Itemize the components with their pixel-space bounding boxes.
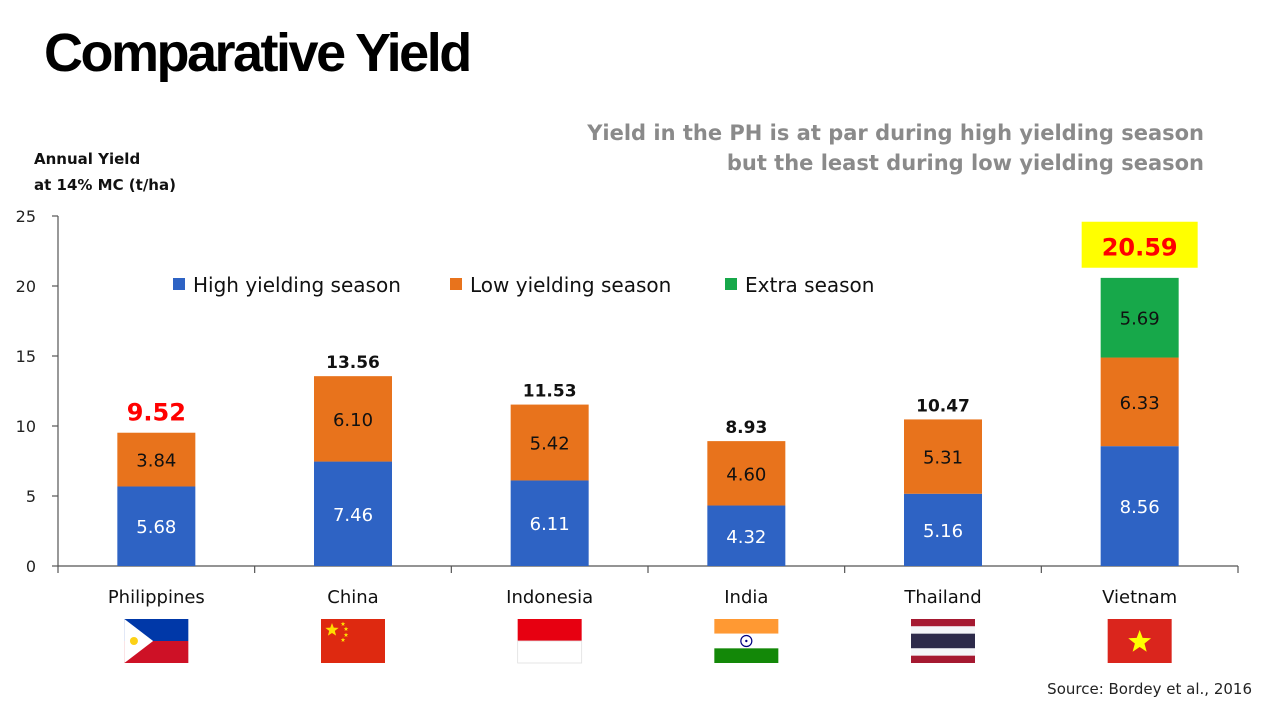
bar-india-high (707, 505, 786, 566)
category-label: Vietnam (1102, 587, 1177, 608)
bar-total-label: 13.56 (326, 353, 380, 373)
category-label: Philippines (108, 587, 205, 608)
bar-value-label: 6.11 (530, 514, 570, 535)
legend-label-low: Low yielding season (470, 273, 671, 297)
y-axis-label-line-2: at 14% MC (t/ha) (34, 176, 176, 194)
bar-thailand-low (904, 419, 982, 494)
category-label: China (327, 587, 378, 608)
y-tick-label: 5 (26, 487, 36, 506)
y-axis-label: Annual Yield at 14% MC (t/ha) (34, 146, 176, 198)
legend-swatch-extra (725, 278, 737, 290)
bar-value-label: 3.84 (136, 451, 176, 472)
category-label: India (724, 587, 768, 608)
y-tick-label: 10 (16, 417, 36, 436)
category-label: Indonesia (506, 587, 593, 608)
y-tick-label: 15 (16, 347, 36, 366)
bar-value-label: 5.68 (136, 517, 176, 538)
total-highlight-box (1081, 221, 1198, 268)
bar-china-high (314, 461, 392, 566)
bar-value-label: 5.69 (1120, 309, 1160, 330)
y-axis-label-line-1: Annual Yield (34, 150, 141, 168)
bar-total-label: 9.52 (127, 399, 186, 427)
bar-vietnam-extra (1100, 277, 1179, 358)
category-label: Thailand (903, 587, 981, 608)
vietnam-flag (1107, 619, 1172, 663)
bar-china-low (314, 376, 392, 462)
bar-philippines-low (117, 432, 196, 487)
bar-vietnam-high (1100, 446, 1179, 566)
bar-value-label: 6.10 (333, 410, 373, 431)
bar-value-label: 4.60 (726, 464, 766, 485)
y-tick-label: 20 (16, 277, 36, 296)
bar-value-label: 5.16 (923, 521, 963, 542)
page-title: Comparative Yield (44, 23, 472, 83)
bar-total-label: 11.53 (523, 382, 577, 402)
indonesia-flag (517, 619, 583, 664)
bar-philippines-high (117, 486, 196, 566)
chart-subtitle: Yield in the PH is at par during high yi… (587, 118, 1204, 178)
legend-label-extra: Extra season (745, 273, 874, 297)
thailand-flag (911, 619, 975, 663)
bar-value-label: 8.56 (1120, 497, 1160, 518)
y-tick-label: 25 (16, 207, 36, 226)
legend-swatch-low (450, 278, 462, 290)
bar-total-label: 20.59 (1102, 234, 1178, 262)
bar-india-low (707, 441, 786, 506)
india-flag (714, 619, 779, 663)
legend-label-high: High yielding season (193, 273, 401, 297)
y-tick-label: 0 (26, 557, 36, 576)
bar-total-label: 10.47 (916, 396, 970, 416)
bar-thailand-high (904, 493, 982, 566)
bar-value-label: 5.42 (530, 434, 570, 455)
bar-indonesia-high (510, 480, 589, 566)
bar-total-label: 8.93 (725, 418, 767, 438)
philippines-flag (124, 619, 189, 663)
legend-swatch-high (173, 278, 185, 290)
china-flag (321, 619, 385, 663)
bar-indonesia-low (510, 404, 589, 481)
source-note: Source: Bordey et al., 2016 (1047, 680, 1252, 698)
bar-value-label: 4.32 (726, 527, 766, 548)
bar-value-label: 7.46 (333, 505, 373, 526)
bar-value-label: 5.31 (923, 448, 963, 469)
subtitle-line-2: but the least during low yielding season (726, 151, 1204, 175)
bar-value-label: 6.33 (1120, 393, 1160, 414)
subtitle-line-1: Yield in the PH is at par during high yi… (587, 121, 1204, 145)
bar-vietnam-low (1100, 357, 1179, 447)
